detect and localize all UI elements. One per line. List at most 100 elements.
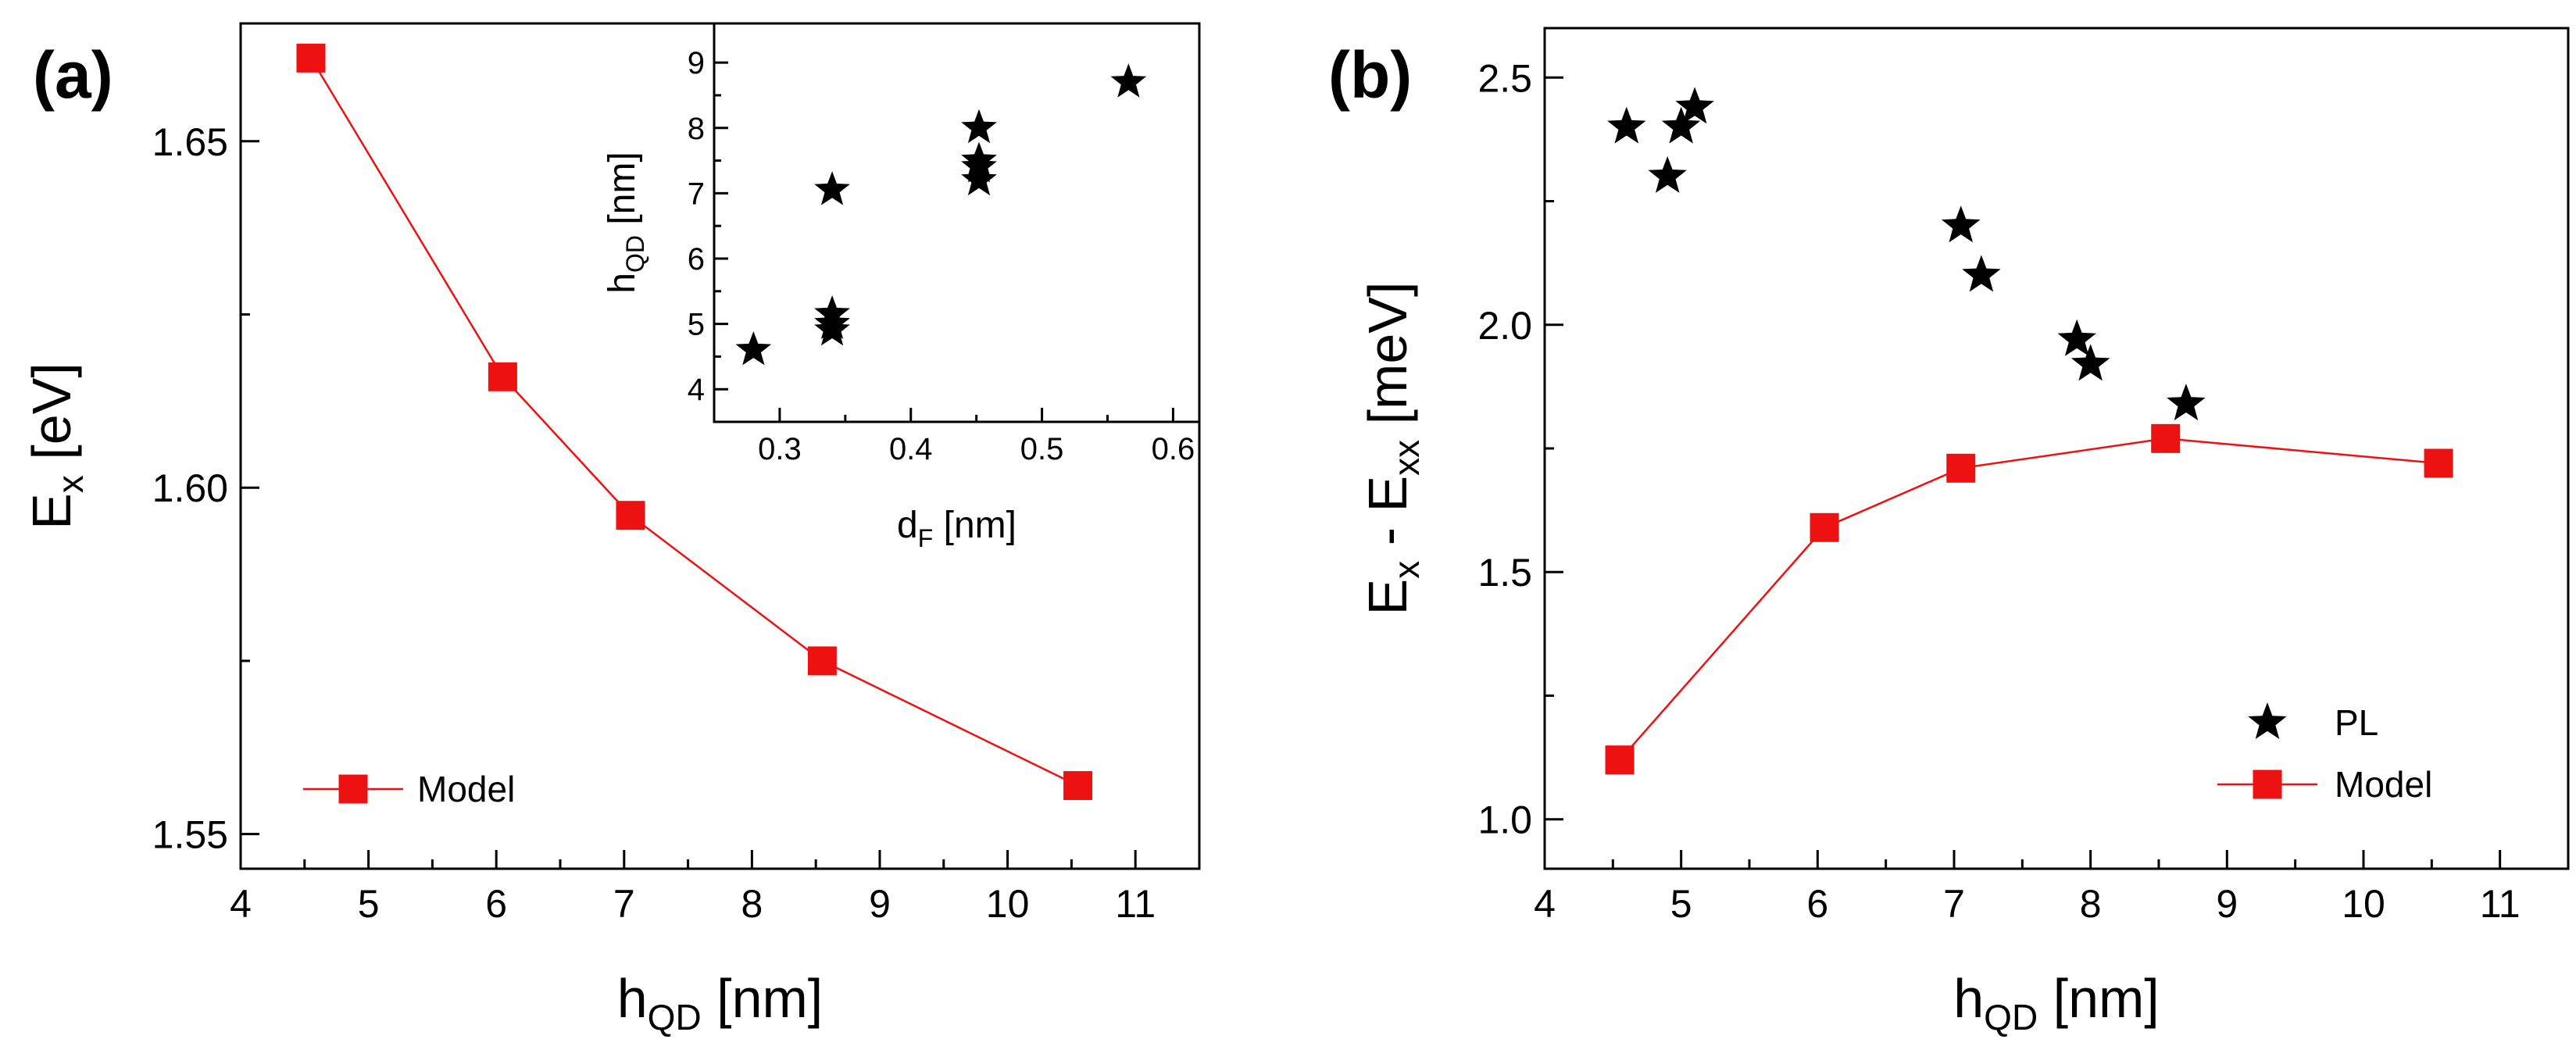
inset-ytick-label: 5 xyxy=(688,308,705,342)
b-ytick-label: 1.5 xyxy=(1477,551,1532,595)
y-axis-title-sub: x xyxy=(1386,561,1427,579)
legend-model-label-b: Model xyxy=(2335,764,2432,805)
y-axis-title-unit: [eV] xyxy=(21,362,82,475)
x-axis-title-a: hQD [nm] xyxy=(617,968,824,1037)
model-point-a xyxy=(1063,771,1093,801)
inset-x-axis-title-main: d xyxy=(897,505,918,546)
inset-star-point xyxy=(961,141,997,176)
inset-x-axis-title-unit: [nm] xyxy=(933,505,1016,546)
a-xtick-label: 6 xyxy=(485,882,507,926)
b-xtick-label: 4 xyxy=(1534,882,1556,926)
inset-y-axis-title-unit: [nm] xyxy=(602,152,643,235)
inset-plot-area xyxy=(713,22,1201,423)
plot-area-b xyxy=(1543,27,2570,870)
b-xtick-label: 6 xyxy=(1806,882,1828,926)
inset-y-axis-title: hQD [nm] xyxy=(602,152,649,293)
y-axis-title-sub: x xyxy=(50,475,91,493)
pl-star-point xyxy=(2070,344,2110,381)
inset-star-point xyxy=(735,331,772,366)
panel-label: (b) xyxy=(1328,38,1412,112)
model-point-b xyxy=(1605,745,1635,775)
pl-star-point xyxy=(2057,319,2096,356)
a-xtick-label: 4 xyxy=(230,882,252,926)
b-xtick-label: 11 xyxy=(2480,882,2521,926)
a-ytick-label: 1.65 xyxy=(152,120,228,164)
a-ytick-label: 1.55 xyxy=(152,813,228,857)
pl-star-point xyxy=(1661,106,1701,144)
inset-star-point xyxy=(961,109,997,144)
inset-xtick-label: 0.3 xyxy=(758,432,802,466)
y-axis-title-main: E xyxy=(21,493,82,530)
x-axis-title-main: h xyxy=(1953,968,1984,1029)
x-axis-title-unit: [nm] xyxy=(2038,968,2160,1029)
y-axis-title-sub: xx xyxy=(1386,440,1427,476)
pl-star-point xyxy=(2167,384,2206,421)
b-xtick-label: 8 xyxy=(2080,882,2102,926)
legend-model-label-a: Model xyxy=(417,769,515,809)
inset-x-axis-title: dF [nm] xyxy=(897,505,1016,552)
model-line-b xyxy=(1619,437,2439,761)
model-point-b xyxy=(1810,512,1839,542)
a-ytick-label: 1.60 xyxy=(152,466,228,510)
legend-pl-label: PL xyxy=(2335,702,2378,743)
y-axis-title-unit: [meV] xyxy=(1357,282,1418,440)
b-xtick-label: 7 xyxy=(1943,882,1965,926)
inset-ytick-label: 6 xyxy=(688,242,705,277)
inset-x-axis-title-sub: F xyxy=(918,524,934,552)
b-xtick-label: 5 xyxy=(1670,882,1692,926)
model-point-b xyxy=(1946,453,1976,483)
model-point-b xyxy=(2151,423,2181,453)
model-point-b xyxy=(2424,448,2453,478)
y-axis-title-part: E xyxy=(1357,579,1418,616)
a-xtick-label: 11 xyxy=(1115,882,1156,926)
x-axis-title-b: hQD [nm] xyxy=(1953,968,2160,1037)
model-point-a xyxy=(488,362,517,391)
inset-xtick-label: 0.6 xyxy=(1152,432,1195,466)
inset-xtick-label: 0.5 xyxy=(1020,432,1064,466)
b-ytick-label: 2.0 xyxy=(1477,304,1532,348)
y-axis-title-b: Ex - Exx [meV] xyxy=(1357,282,1427,616)
panel-label: (a) xyxy=(33,38,113,112)
inset-ytick-label: 8 xyxy=(688,112,705,146)
inset-star-point xyxy=(814,295,850,330)
legend-model-marker-a xyxy=(338,774,368,804)
x-axis-title-main: h xyxy=(617,968,648,1029)
panel-b: (b) 4 5 6 7 8 9 10 11 1.0 1.5 2.0 2.5 hQD [nm] Ex - Ex… xyxy=(1328,27,2570,1037)
inset-star-point xyxy=(1110,63,1147,98)
model-point-a xyxy=(296,43,326,73)
inset-ytick-label: 9 xyxy=(688,46,705,80)
b-ytick-label: 1.0 xyxy=(1477,798,1532,842)
inset-y-axis-title-main: h xyxy=(602,273,643,294)
a-xtick-label: 7 xyxy=(613,882,635,926)
y-axis-title-part: - E xyxy=(1357,476,1418,561)
inset-star-point xyxy=(961,161,997,196)
y-axis-title-a: Ex [eV] xyxy=(21,362,91,530)
a-xtick-label: 8 xyxy=(741,882,763,926)
pl-star-point xyxy=(1675,87,1714,124)
x-axis-title-sub: QD xyxy=(648,997,702,1037)
a-xtick-label: 10 xyxy=(986,882,1030,926)
b-xtick-label: 9 xyxy=(2216,882,2238,926)
a-xtick-label: 5 xyxy=(358,882,380,926)
inset-y-axis-title-sub: QD xyxy=(621,235,649,273)
inset-ytick-label: 4 xyxy=(688,373,705,407)
a-xtick-label: 9 xyxy=(869,882,891,926)
pl-star-point xyxy=(1962,255,2001,292)
model-point-a xyxy=(616,501,645,530)
inset-star-point xyxy=(814,305,850,339)
legend-model-marker-b xyxy=(2253,770,2282,799)
inset-ytick-label: 7 xyxy=(688,177,705,211)
b-xtick-label: 10 xyxy=(2342,882,2385,926)
inset-xtick-label: 0.4 xyxy=(889,432,933,466)
x-axis-title-unit: [nm] xyxy=(702,968,824,1029)
pl-star-point xyxy=(1942,205,1981,243)
pl-star-point xyxy=(1648,155,1687,193)
inset-star-point xyxy=(814,171,850,205)
legend-pl-marker xyxy=(2248,702,2287,739)
x-axis-title-sub: QD xyxy=(1984,997,2038,1037)
model-point-a xyxy=(807,646,837,676)
pl-star-point xyxy=(1607,106,1646,144)
b-ytick-label: 2.5 xyxy=(1477,56,1532,100)
